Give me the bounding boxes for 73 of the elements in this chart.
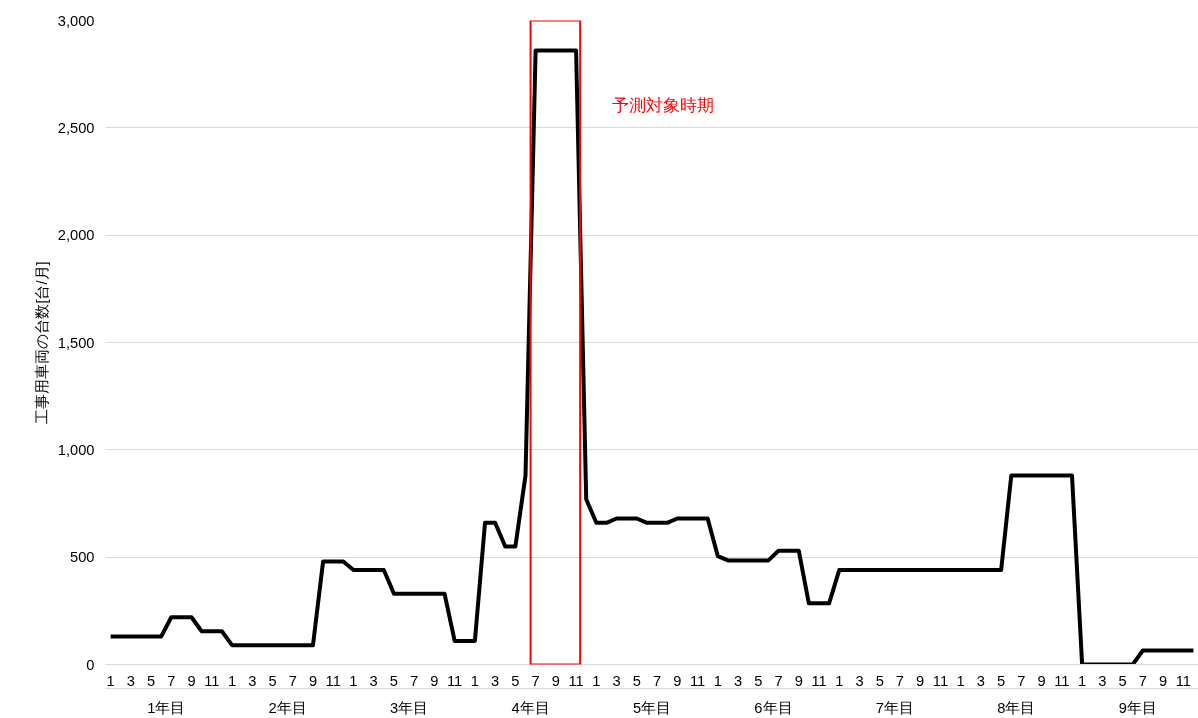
y-axis-title: 工事用車両の台数[台/月] xyxy=(33,261,50,424)
x-tick-label: 9 xyxy=(1037,672,1046,689)
x-tick-label: 11 xyxy=(568,672,584,689)
x-tick-label: 1 xyxy=(349,672,358,689)
x-tick-label: 3 xyxy=(612,672,621,689)
x-tick-label: 5 xyxy=(754,672,763,689)
x-tick-label: 3 xyxy=(248,672,257,689)
text: 2年目 xyxy=(268,699,307,716)
x-tick-label: 11 xyxy=(1054,672,1070,689)
x-tick-label: 11 xyxy=(932,672,949,689)
text: 7年目 xyxy=(875,699,914,716)
y-tick-label: 0 xyxy=(86,656,95,673)
x-tick-label: 3 xyxy=(733,672,743,689)
x-tick-label: 5 xyxy=(997,672,1006,689)
y-tick-label: 2,000 xyxy=(57,227,95,244)
x-tick-label: 11 xyxy=(1175,672,1191,689)
x-tick-label: 9 xyxy=(187,672,196,689)
x-tick-label: 11 xyxy=(811,672,827,689)
y-tick-label: 2,500 xyxy=(57,119,95,136)
x-tick-label: 9 xyxy=(794,672,803,689)
x-tick-label: 3 xyxy=(491,672,500,689)
x-tick-label: 11 xyxy=(204,672,220,689)
x-tick-label: 7 xyxy=(895,672,905,689)
x-tick-label: 11 xyxy=(689,672,706,689)
x-tick-label: 9 xyxy=(551,672,560,689)
x-tick-label: 9 xyxy=(1159,672,1168,689)
x-tick-label: 5 xyxy=(875,672,884,689)
x-tick-label: 5 xyxy=(1118,672,1127,689)
x-tick-label: 1 xyxy=(592,672,601,689)
text: 3年目 xyxy=(390,699,429,716)
x-tick-label: 3 xyxy=(976,672,985,689)
x-tick-label: 5 xyxy=(268,672,277,689)
x-tick-label: 9 xyxy=(673,672,682,689)
y-tick-label: 1,000 xyxy=(57,441,95,458)
x-tick-label: 3 xyxy=(855,672,864,689)
text: 1年目 xyxy=(147,699,186,716)
text: 4年目 xyxy=(511,699,550,716)
x-tick-label: 5 xyxy=(511,672,520,689)
x-tick-label: 7 xyxy=(774,672,783,689)
x-tick-label: 5 xyxy=(146,672,156,689)
text: 9年目 xyxy=(1118,699,1157,716)
x-tick-label: 7 xyxy=(410,672,419,689)
x-tick-label: 1 xyxy=(713,672,722,689)
text: 8年目 xyxy=(997,699,1036,716)
x-tick-label: 1 xyxy=(956,672,965,689)
x-tick-label: 1 xyxy=(1078,672,1087,689)
y-tick-label: 3,000 xyxy=(57,12,95,29)
x-tick-label: 5 xyxy=(389,672,399,689)
x-tick-label: 7 xyxy=(1138,672,1147,689)
x-tick-label: 1 xyxy=(227,672,237,689)
x-tick-label: 7 xyxy=(531,672,540,689)
annotation: 予測対象時期 xyxy=(611,94,714,115)
text: 5年目 xyxy=(632,699,672,716)
text: 6年目 xyxy=(754,699,793,716)
x-tick-label: 9 xyxy=(308,672,318,689)
x-tick-label: 7 xyxy=(288,672,297,689)
x-tick-label: 1 xyxy=(470,672,479,689)
x-tick-label: 3 xyxy=(126,672,135,689)
x-tick-label: 11 xyxy=(325,672,341,689)
y-tick-label: 1,500 xyxy=(57,334,95,351)
x-tick-label: 1 xyxy=(835,672,844,689)
x-tick-label: 9 xyxy=(430,672,439,689)
x-tick-label: 7 xyxy=(167,672,176,689)
line-series xyxy=(108,48,1196,665)
x-tick-label: 9 xyxy=(916,672,925,689)
x-tick-label: 3 xyxy=(1098,672,1107,689)
x-tick-label: 7 xyxy=(1017,672,1026,689)
y-tick-label: 500 xyxy=(70,549,95,566)
x-tick-label: 5 xyxy=(632,672,641,689)
x-tick-label: 3 xyxy=(369,672,378,689)
x-tick-label: 7 xyxy=(652,672,662,689)
x-tick-label: 11 xyxy=(447,672,463,689)
x-tick-label: 1 xyxy=(106,672,115,689)
